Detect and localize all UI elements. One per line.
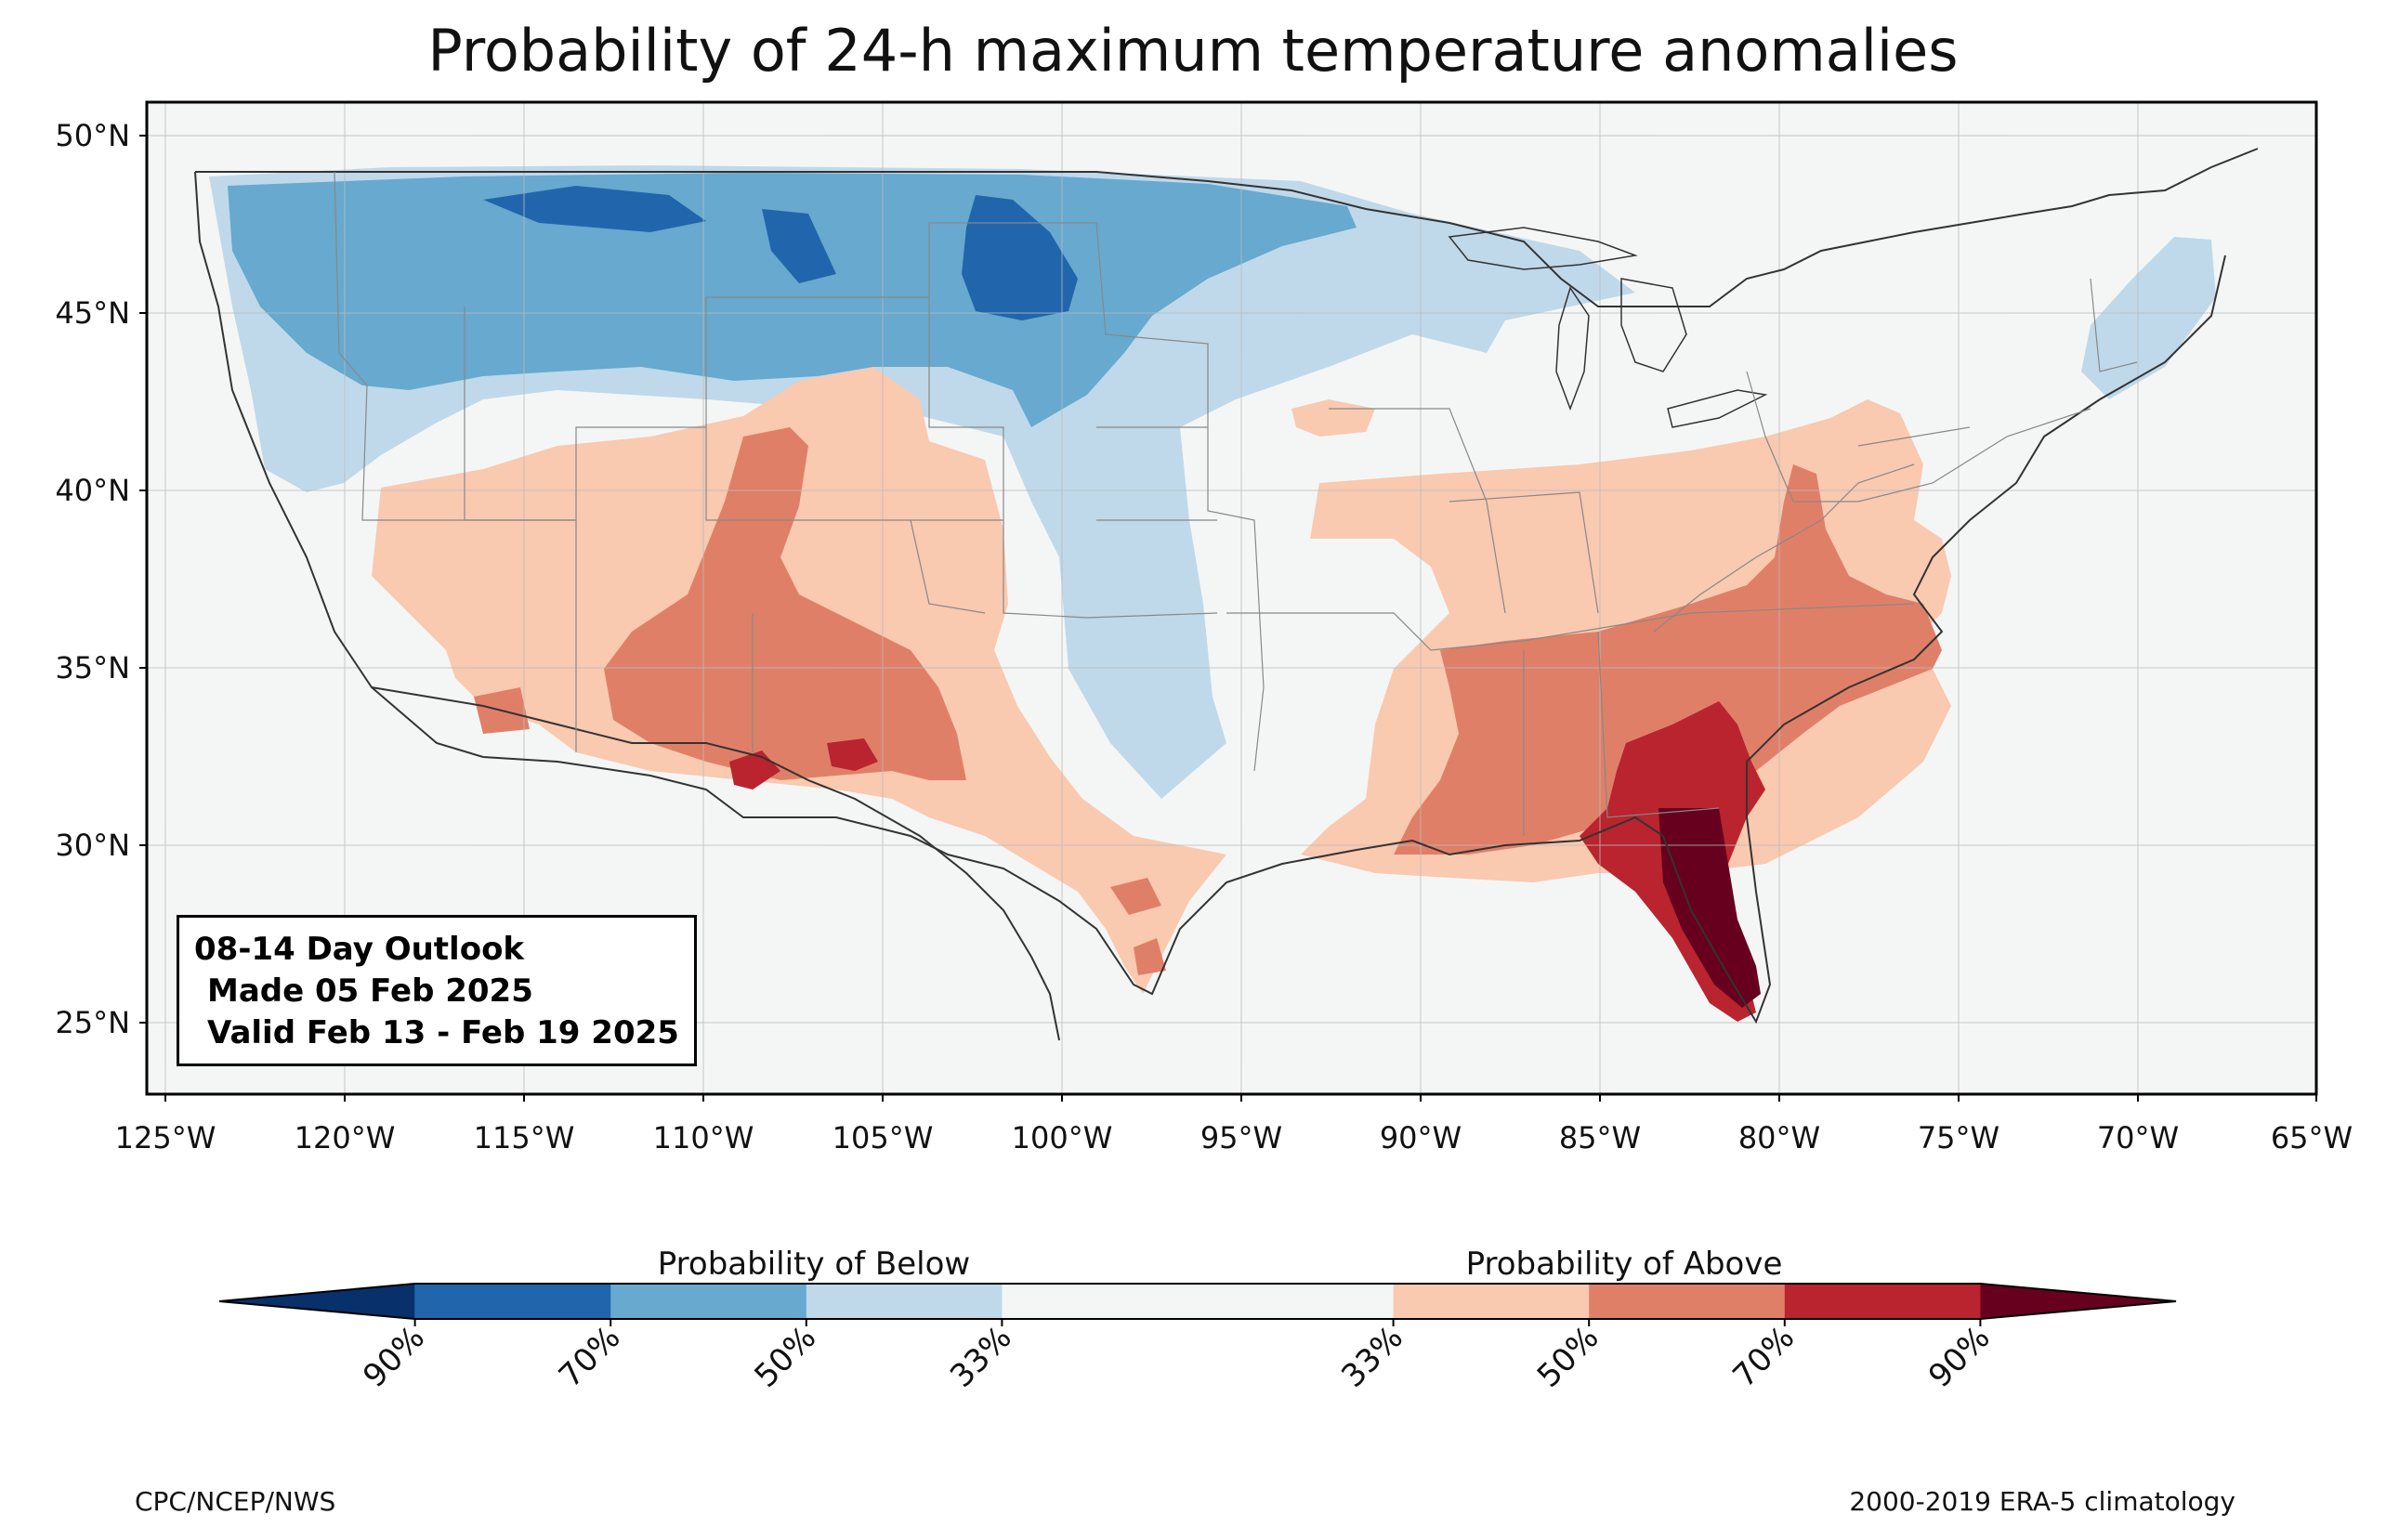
colorbar-swatch [1980, 1284, 2176, 1319]
outlook-made-date: Made 05 Feb 2025 [207, 972, 533, 1010]
colorbar-tick-label: 50% [747, 1319, 823, 1395]
lake-outlines [1448, 227, 1768, 428]
colorbar-swatch [1393, 1284, 1590, 1319]
colorbar-ticks: 90% 70% 50% 33% 33% 50% 70% 90% [356, 1319, 1998, 1395]
outlook-info-box: 08-14 Day Outlook Made 05 Feb 2025 Valid F… [177, 915, 697, 1066]
lon-label: 95°W [1200, 1120, 1282, 1155]
colorbar-tick-label: 90% [1921, 1319, 1998, 1395]
lon-label: 125°W [115, 1120, 216, 1155]
lat-label: 50°N [55, 118, 130, 153]
lon-label: 115°W [474, 1120, 575, 1155]
above-90-florida [1658, 808, 1761, 1008]
colorbar-tick-label: 70% [1725, 1319, 1802, 1395]
lat-label: 25°N [55, 1005, 130, 1040]
outlook-valid-range: Valid Feb 13 - Feb 19 2025 [207, 1014, 679, 1051]
colorbar-swatch [1198, 1284, 1395, 1319]
colorbar-swatch [219, 1284, 415, 1319]
colorbar-above-label: Probability of Above [1466, 1246, 1783, 1283]
colorbar-swatch [1002, 1284, 1199, 1319]
lat-label: 30°N [55, 828, 130, 863]
lake-superior [1448, 227, 1638, 270]
lat-labels: 50°N 45°N 40°N 35°N 30°N 25°N [55, 118, 130, 1040]
map-title: Probability of 24-h maximum temperature … [427, 17, 1959, 85]
lon-label: 100°W [1012, 1120, 1113, 1155]
colorbar-tick-label: 70% [552, 1319, 628, 1395]
lon-label: 70°W [2097, 1120, 2179, 1155]
mexico-border [371, 686, 1060, 1041]
colorbar-below-label: Probability of Below [658, 1246, 970, 1283]
colorbar-swatch [1784, 1284, 1981, 1319]
lon-labels: 125°W 120°W 115°W 110°W 105°W 100°W 95°W… [115, 1120, 2353, 1155]
lon-label: 90°W [1380, 1120, 1462, 1155]
below-33-50-northeast [2081, 237, 2216, 399]
canada-border [195, 148, 2259, 307]
colorbar: Probability of Below Probability of Abov… [218, 1246, 2177, 1395]
above-50-70-south-texas [1110, 878, 1166, 975]
colorbar-swatch [414, 1284, 611, 1319]
lon-label: 110°W [653, 1120, 754, 1155]
colorbar-swatch [610, 1284, 807, 1319]
above-50-70-west [604, 427, 966, 780]
colorbar-swatches [218, 1283, 2177, 1320]
below-50-70-region [228, 173, 1357, 427]
below-70-90-dakotas [962, 195, 1078, 320]
below-70-90-northwest [483, 186, 706, 232]
lon-label: 105°W [832, 1120, 934, 1155]
colorbar-swatch [1589, 1284, 1786, 1319]
lat-label: 40°N [55, 473, 130, 508]
lon-label: 75°W [1918, 1120, 1999, 1155]
lake-huron [1620, 278, 1687, 372]
outlook-period: 08-14 Day Outlook [194, 931, 525, 968]
tick-marks [139, 135, 2317, 1102]
lake-michigan [1555, 286, 1590, 411]
colorbar-tick-label: 90% [356, 1319, 432, 1395]
footer-climatology: 2000-2019 ERA-5 climatology [1849, 1486, 2235, 1517]
footer-source: CPC/NCEP/NWS [135, 1486, 336, 1517]
colorbar-tick-label: 33% [943, 1319, 1019, 1395]
lat-label: 45°N [55, 295, 130, 331]
lat-label: 35°N [55, 650, 130, 685]
lon-label: 65°W [2271, 1120, 2353, 1155]
lon-label: 85°W [1559, 1120, 1641, 1155]
boundaries [194, 148, 2259, 1041]
map-frame [145, 100, 2318, 1096]
lon-label: 80°W [1738, 1120, 1820, 1155]
colorbar-tick-label: 33% [1334, 1319, 1410, 1395]
above-50-70-east [1394, 464, 1942, 855]
below-70-90-montana [762, 209, 836, 283]
lon-label: 120°W [295, 1120, 396, 1155]
lake-erie [1667, 389, 1768, 428]
colorbar-swatch [806, 1284, 1003, 1319]
us-outline [194, 171, 2226, 1024]
above-70-90-west-texas [827, 738, 878, 771]
colorbar-tick-label: 50% [1530, 1319, 1606, 1395]
state-borders [334, 171, 2138, 836]
